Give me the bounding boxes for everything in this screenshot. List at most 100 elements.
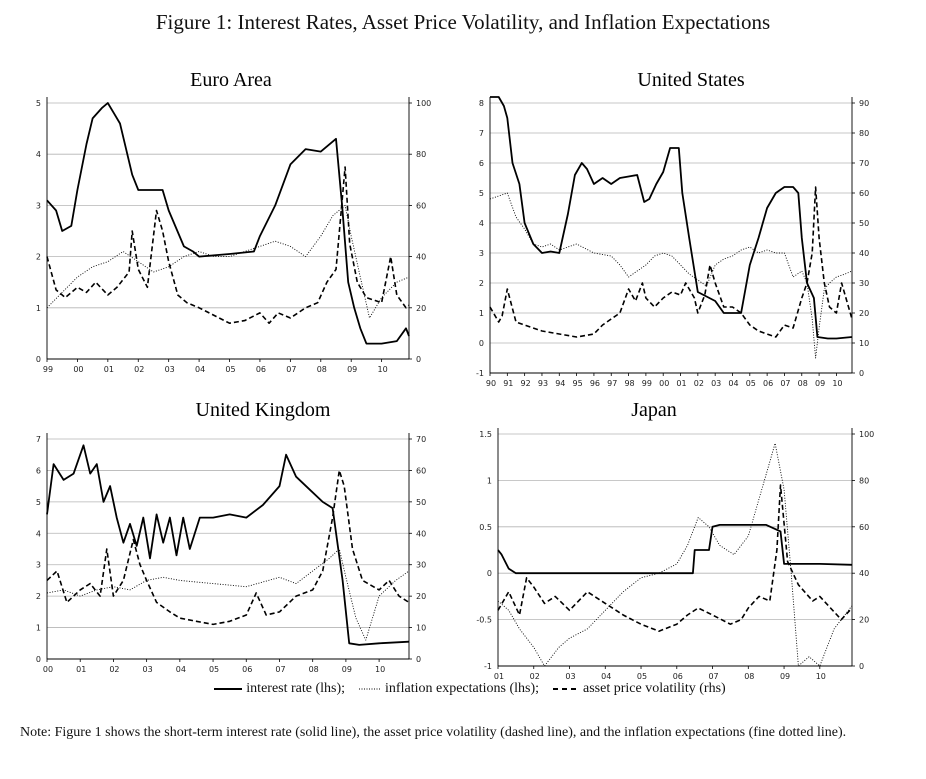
panel-japan-left-tick-label: 0 [487,569,492,578]
panel-japan-right-tick-label: 0 [859,662,864,671]
panel-united-states-right-tick-label: 40 [859,249,869,258]
panel-japan-inflation-expectations-lhs-line [497,442,853,667]
panel-euro-area-x-tick-label: 99 [43,365,53,374]
panel-united-kingdom-x-tick-label: 06 [242,665,252,674]
panel-united-kingdom-right-tick-label: 20 [416,592,426,601]
panel-euro-area-title: Euro Area [190,69,272,91]
panel-united-states-right-tick-label: 50 [859,219,869,228]
panel-united-kingdom-x-tick-label: 01 [76,665,86,674]
panel-japan-left-tick-label: 1 [487,476,492,485]
panel-euro-area-interest-rate-lhs-line [46,102,410,345]
panel-united-states-x-tick-label: 97 [607,379,617,388]
legend-dashed-swatch [553,687,580,690]
panel-united-states-left-tick-label: 4 [479,219,484,228]
legend-inflation: inflation expectations (lhs); [385,681,540,696]
panel-united-kingdom-right-tick-label: 40 [416,529,426,538]
panel-japan-x-tick-label: 02 [530,672,540,681]
panel-united-kingdom-x-tick-label: 08 [309,665,319,674]
panel-euro-area-x-tick-label: 06 [256,365,266,374]
legend-volatility: asset price volatility (rhs) [583,681,726,696]
panel-japan-right-tick-label: 20 [859,616,869,625]
panel-united-states-right-tick-label: 20 [859,309,869,318]
legend-solid-swatch [214,687,243,690]
panel-euro-area-left-tick-label: 0 [36,355,41,364]
panel-euro-area-x-tick-label: 09 [347,365,357,374]
panel-euro-area-inflation-expectations-lhs-line [46,204,410,319]
panel-united-kingdom-asset-price-volatility-rhs-line [46,469,410,626]
panel-united-states-right-tick-label: 70 [859,159,869,168]
panel-united-kingdom-x-tick-label: 03 [143,665,153,674]
figure-title: Figure 1: Interest Rates, Asset Price Vo… [155,10,771,34]
panel-euro-area-x-tick-label: 05 [225,365,235,374]
panel-united-states-x-tick-label: 01 [676,379,686,388]
panel-united-states-title: United States [637,69,744,91]
panel-united-kingdom-left-tick-label: 6 [36,466,41,475]
panel-united-states-x-tick-label: 09 [815,379,825,388]
panel-united-kingdom-x-tick-label: 04 [176,665,186,674]
panel-euro-area-left-tick-label: 5 [36,99,41,108]
panel-united-states-left-tick-label: 3 [479,249,484,258]
figure-note: Note: Figure 1 shows the short-term inte… [20,725,847,740]
panel-euro-area-x-tick-label: 02 [134,365,144,374]
panel-euro-area-right-tick-label: 100 [416,99,431,108]
panel-euro-area-left-tick-label: 3 [36,201,41,210]
panel-euro-area-x-tick-label: 07 [286,365,296,374]
panel-united-kingdom-right-tick-label: 70 [416,435,426,444]
panel-united-states-left-tick-label: 6 [479,159,484,168]
panel-japan-x-tick-label: 03 [565,672,575,681]
panel-united-kingdom-x-tick-label: 07 [275,665,285,674]
panel-euro-area-left-tick-label: 4 [36,150,41,159]
panel-japan-right-tick-label: 80 [859,476,869,485]
panel-united-states-x-tick-label: 99 [642,379,652,388]
panel-united-states-left-tick-label: 1 [479,309,484,318]
panel-united-states-asset-price-volatility-rhs-line [489,186,853,338]
panel-united-kingdom-x-tick-label: 00 [43,665,53,674]
panel-japan-interest-rate-lhs-line [497,524,853,575]
panel-united-states-x-tick-label: 93 [538,379,548,388]
panel-united-kingdom-x-tick-label: 05 [209,665,219,674]
panel-japan-left-tick-label: -0.5 [476,616,492,625]
panel-euro-area-left-tick-label: 1 [36,304,41,313]
panel-japan-right-tick-label: 100 [859,430,874,439]
panel-euro-area-x-tick-label: 08 [317,365,327,374]
panel-united-kingdom-right-tick-label: 0 [416,655,421,664]
panel-japan-left-tick-label: 0.5 [479,523,492,532]
panel-japan-right-tick-label: 60 [859,523,869,532]
legend: interest rate (lhs); inflation expectatio… [0,681,926,697]
panel-japan-x-tick-label: 09 [780,672,790,681]
panel-united-states-right-tick-label: 0 [859,369,864,378]
panel-euro-area-right-tick-label: 80 [416,150,426,159]
panel-euro-area-right-tick-label: 60 [416,201,426,210]
panel-united-states-x-tick-label: 95 [573,379,583,388]
panel-united-kingdom-left-tick-label: 3 [36,561,41,570]
panel-japan-x-tick-label: 01 [494,672,504,681]
panel-japan-title: Japan [631,399,677,421]
panel-united-states-left-tick-label: 5 [479,189,484,198]
panel-united-states-x-tick-label: 96 [590,379,600,388]
panel-euro-area-x-tick-label: 04 [195,365,205,374]
panel-united-kingdom-left-tick-label: 0 [36,655,41,664]
panel-united-states-left-tick-label: 8 [479,99,484,108]
panel-united-states-right-tick-label: 60 [859,189,869,198]
panel-united-kingdom-x-tick-label: 09 [342,665,352,674]
panel-united-states-x-tick-label: 00 [659,379,669,388]
panel-united-states-right-tick-label: 10 [859,339,869,348]
panel-united-kingdom-right-tick-label: 60 [416,466,426,475]
panel-japan-x-tick-label: 08 [744,672,754,681]
panel-japan-x-tick-label: 06 [673,672,683,681]
panel-united-kingdom-left-tick-label: 5 [36,498,41,507]
panel-japan-x-tick-label: 07 [708,672,718,681]
panel-united-states-x-tick-label: 92 [521,379,531,388]
panel-united-states-right-tick-label: 90 [859,99,869,108]
panel-japan-x-tick-label: 10 [816,672,826,681]
panel-japan-x-tick-label: 05 [637,672,647,681]
panel-united-states-x-tick-label: 03 [711,379,721,388]
panel-united-kingdom-inflation-expectations-lhs-line [46,548,410,641]
panel-united-kingdom-right-tick-label: 50 [416,498,426,507]
panel-euro-area-x-tick-label: 01 [104,365,114,374]
panel-united-states-left-tick-label: -1 [476,369,484,378]
panel-united-kingdom-right-tick-label: 30 [416,561,426,570]
panel-united-states: United States-10123456780102030405060708… [476,69,869,388]
